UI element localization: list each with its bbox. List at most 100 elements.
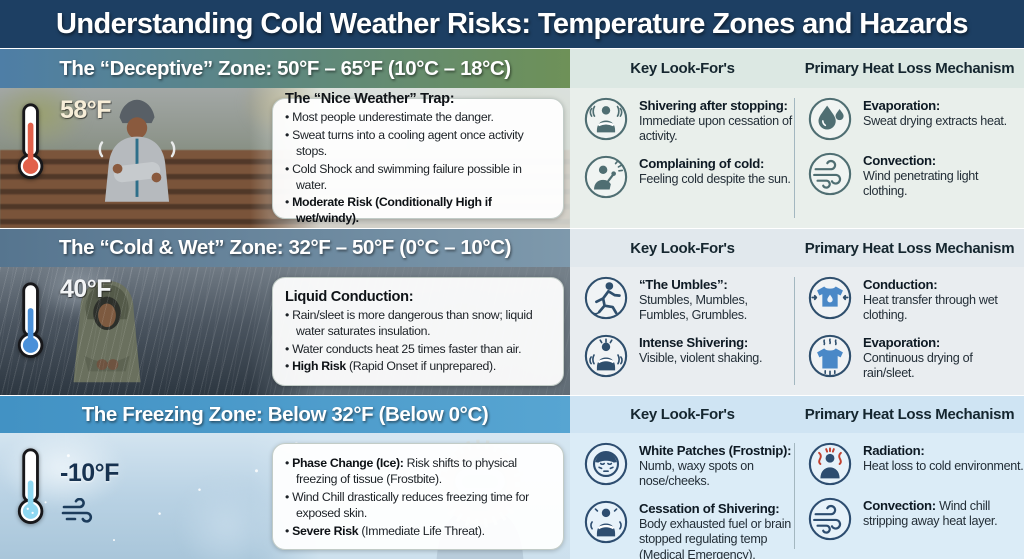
- zone-title: The “Cold & Wet” Zone: 32°F – 50°F (0°C …: [58, 236, 512, 259]
- lookfor-item: Intense Shivering: Visible, violent shaki…: [583, 333, 795, 379]
- zone-header: The Freezing Zone: Below 32°F (Below 0°C…: [0, 395, 1024, 433]
- item-title: Convection:: [863, 498, 936, 513]
- heat-loss-column: Radiation: Heat loss to cold environment.…: [795, 433, 1024, 559]
- zone-callout: Phase Change (Ice): Risk shifts to physi…: [272, 443, 564, 550]
- item-title: Convection:: [863, 153, 936, 168]
- zone-cold-wet: The “Cold & Wet” Zone: 32°F – 50°F (0°C …: [0, 228, 1024, 395]
- zone-photo: 58°F The “Nice Weather” Trap: Most peopl…: [0, 88, 570, 228]
- radiating-person-icon: [808, 442, 852, 486]
- item-title: Evaporation:: [863, 334, 940, 350]
- lookfor-item: Cessation of Shivering: Body exhausted fu…: [583, 499, 795, 559]
- zone-callout: Liquid Conduction: Rain/sleet is more da…: [272, 277, 564, 386]
- wind-icon: [808, 497, 852, 541]
- item-title: Evaporation:: [863, 98, 940, 113]
- thermometer-icon: [17, 103, 44, 179]
- zone-photo: -10°F Phase Change (Ice): Risk shifts to…: [0, 433, 570, 559]
- callout-list: Rain/sleet is more dangerous than snow; …: [285, 306, 551, 376]
- zone-body: -10°F Phase Change (Ice): Risk shifts to…: [0, 433, 1024, 559]
- stumbling-person-icon: [584, 276, 628, 320]
- callout-bullet: Severe Risk (Immediate Life Threat).: [285, 524, 551, 540]
- temperature-label: 58°F: [60, 96, 112, 124]
- column-divider: [794, 443, 795, 549]
- item-title: Shivering after stopping:: [639, 98, 788, 113]
- temperature-badge: 40°F: [10, 275, 112, 367]
- temperature-label: 40°F: [60, 275, 112, 303]
- zone-header: The “Cold & Wet” Zone: 32°F – 50°F (0°C …: [0, 228, 1024, 267]
- column-header-key-lookfors: Key Look-For's: [570, 396, 795, 433]
- shivering-person-icon: [584, 97, 628, 141]
- thermometer-icon: [17, 448, 44, 524]
- intense-shivering-icon: [584, 334, 628, 377]
- item-desc: Heat loss to cold environment.: [863, 459, 1024, 474]
- key-lookfors-column: White Patches (Frostnip): Numb, waxy spot…: [570, 433, 795, 559]
- callout-bullet: Moderate Risk (Conditionally High if wet…: [285, 195, 551, 227]
- column-header-heat-loss: Primary Heat Loss Mechanism: [795, 49, 1024, 88]
- zone-body: 40°F Liquid Conduction: Rain/sleet is mo…: [0, 267, 1024, 395]
- item-desc: Feeling cold despite the sun.: [639, 171, 791, 186]
- zone-freezing: The Freezing Zone: Below 32°F (Below 0°C…: [0, 395, 1024, 559]
- item-desc: Stumbles, Mumbles, Fumbles, Grumbles.: [639, 293, 748, 323]
- zone-callout: The “Nice Weather” Trap: Most people und…: [272, 91, 564, 225]
- item-desc: Sweat drying extracts heat.: [863, 114, 1007, 129]
- mechanism-item: Conduction: Heat transfer through wet clo…: [807, 275, 1024, 324]
- heat-loss-column: Conduction: Heat transfer through wet clo…: [795, 267, 1024, 395]
- item-title: Radiation:: [863, 443, 925, 458]
- item-desc: Heat transfer through wet clothing.: [863, 293, 998, 323]
- callout-bullet: High Risk (Rapid Onset if unprepared).: [285, 359, 551, 375]
- key-lookfors-column: “The Umbles”: Stumbles, Mumbles, Fumbles,…: [570, 267, 795, 395]
- temperature-label: -10°F: [60, 458, 119, 487]
- item-title: Conduction:: [863, 277, 938, 292]
- frostnip-face-icon: [584, 442, 628, 486]
- column-header-key-lookfors: Key Look-For's: [570, 49, 795, 88]
- item-title: Cessation of Shivering:: [639, 500, 780, 516]
- wind-icon: [808, 152, 852, 196]
- item-title: “The Umbles”:: [639, 277, 728, 292]
- zone-title: The Freezing Zone: Below 32°F (Below 0°C…: [81, 402, 489, 426]
- callout-title: The “Nice Weather” Trap:: [285, 90, 455, 107]
- lookfor-item: “The Umbles”: Stumbles, Mumbles, Fumbles,…: [583, 275, 795, 324]
- item-desc: Numb, waxy spots on nose/cheeks.: [639, 459, 754, 489]
- callout-bullet: Rain/sleet is more dangerous than snow; …: [285, 308, 551, 340]
- column-header-key-lookfors: Key Look-For's: [570, 229, 795, 267]
- zone-title-band: The “Cold & Wet” Zone: 32°F – 50°F (0°C …: [0, 229, 570, 267]
- zone-title: The “Deceptive” Zone: 50°F – 65°F (10°C …: [59, 56, 511, 80]
- mechanism-item: Convection: Wind chill stripping away he…: [807, 496, 1024, 542]
- column-header-heat-loss: Primary Heat Loss Mechanism: [795, 229, 1024, 267]
- complaining-person-icon: [584, 155, 628, 198]
- zone-header: The “Deceptive” Zone: 50°F – 65°F (10°C …: [0, 48, 1024, 88]
- item-desc: Continuous drying of rain/sleet.: [863, 350, 973, 381]
- mechanism-item: Radiation: Heat loss to cold environment.: [807, 441, 1024, 487]
- item-desc: Wind chill stripping away heat layer.: [863, 499, 998, 529]
- item-title: Intense Shivering:: [639, 334, 748, 350]
- item-desc: Visible, violent shaking.: [639, 350, 763, 365]
- lookfor-item: Complaining of cold: Feeling cold despite…: [583, 154, 795, 200]
- temperature-badge: -10°F: [10, 441, 119, 533]
- callout-bullet: Wind Chill drastically reduces freezing …: [285, 490, 551, 522]
- item-title: White Patches (Frostnip):: [639, 443, 792, 458]
- title-bar: Understanding Cold Weather Risks: Temper…: [0, 0, 1024, 48]
- zone-photo: 40°F Liquid Conduction: Rain/sleet is mo…: [0, 267, 570, 395]
- callout-bullet: Sweat turns into a cooling agent once ac…: [285, 128, 551, 160]
- column-divider: [794, 277, 795, 385]
- callout-list: Phase Change (Ice): Risk shifts to physi…: [285, 454, 551, 540]
- lookfor-item: White Patches (Frostnip): Numb, waxy spot…: [583, 441, 795, 490]
- callout-bullet: Most people underestimate the danger.: [285, 110, 551, 126]
- heat-loss-column: Evaporation: Sweat drying extracts heat. …: [795, 88, 1024, 228]
- callout-bullet: Phase Change (Ice): Risk shifts to physi…: [285, 456, 551, 488]
- item-desc: Immediate upon cessation of activity.: [639, 114, 792, 144]
- page-title: Understanding Cold Weather Risks: Temper…: [56, 7, 968, 40]
- temperature-badge: 58°F: [10, 96, 112, 188]
- key-lookfors-column: Shivering after stopping: Immediate upon …: [570, 88, 795, 228]
- zone-title-band: The “Deceptive” Zone: 50°F – 65°F (10°C …: [0, 49, 570, 88]
- mechanism-item: Evaporation: Continuous drying of rain/sl…: [807, 333, 1024, 382]
- mechanism-item: Evaporation: Sweat drying extracts heat.: [807, 96, 1024, 142]
- column-header-heat-loss: Primary Heat Loss Mechanism: [795, 396, 1024, 433]
- item-title: Complaining of cold:: [639, 155, 765, 171]
- lookfor-item: Shivering after stopping: Immediate upon …: [583, 96, 795, 145]
- zone-body: 58°F The “Nice Weather” Trap: Most peopl…: [0, 88, 1024, 228]
- column-divider: [794, 98, 795, 218]
- callout-bullet: Cold Shock and swimming failure possible…: [285, 162, 551, 194]
- drying-shirt-icon: [808, 334, 852, 377]
- zone-deceptive: The “Deceptive” Zone: 50°F – 65°F (10°C …: [0, 48, 1024, 228]
- callout-list: Most people underestimate the danger. Sw…: [285, 108, 551, 228]
